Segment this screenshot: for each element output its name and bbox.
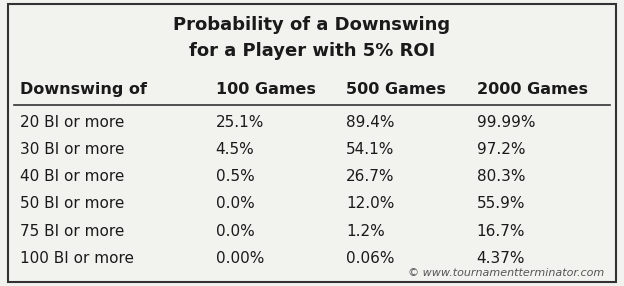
Text: Downswing of: Downswing of (20, 82, 147, 97)
Text: 0.0%: 0.0% (216, 196, 255, 211)
Text: Probability of a Downswing: Probability of a Downswing (173, 17, 451, 34)
Text: 100 BI or more: 100 BI or more (20, 251, 134, 266)
Text: 0.5%: 0.5% (216, 169, 255, 184)
Text: 100 Games: 100 Games (216, 82, 316, 97)
Text: 0.00%: 0.00% (216, 251, 264, 266)
Text: 20 BI or more: 20 BI or more (20, 115, 124, 130)
Text: 55.9%: 55.9% (477, 196, 525, 211)
Text: 4.37%: 4.37% (477, 251, 525, 266)
Text: 54.1%: 54.1% (346, 142, 394, 157)
Text: 12.0%: 12.0% (346, 196, 394, 211)
Text: 89.4%: 89.4% (346, 115, 394, 130)
Text: for a Player with 5% ROI: for a Player with 5% ROI (189, 42, 435, 60)
Text: 26.7%: 26.7% (346, 169, 394, 184)
Text: 1.2%: 1.2% (346, 224, 385, 239)
Text: 75 BI or more: 75 BI or more (20, 224, 124, 239)
Text: 97.2%: 97.2% (477, 142, 525, 157)
Text: 30 BI or more: 30 BI or more (20, 142, 125, 157)
Text: 80.3%: 80.3% (477, 169, 525, 184)
Text: 500 Games: 500 Games (346, 82, 446, 97)
Text: 4.5%: 4.5% (216, 142, 255, 157)
Text: 40 BI or more: 40 BI or more (20, 169, 124, 184)
Text: 50 BI or more: 50 BI or more (20, 196, 124, 211)
Text: © www.tournamentterminator.com: © www.tournamentterminator.com (407, 267, 604, 277)
Text: 0.0%: 0.0% (216, 224, 255, 239)
Text: 0.06%: 0.06% (346, 251, 394, 266)
Text: 16.7%: 16.7% (477, 224, 525, 239)
Text: 99.99%: 99.99% (477, 115, 535, 130)
Text: 25.1%: 25.1% (216, 115, 264, 130)
Text: 2000 Games: 2000 Games (477, 82, 588, 97)
